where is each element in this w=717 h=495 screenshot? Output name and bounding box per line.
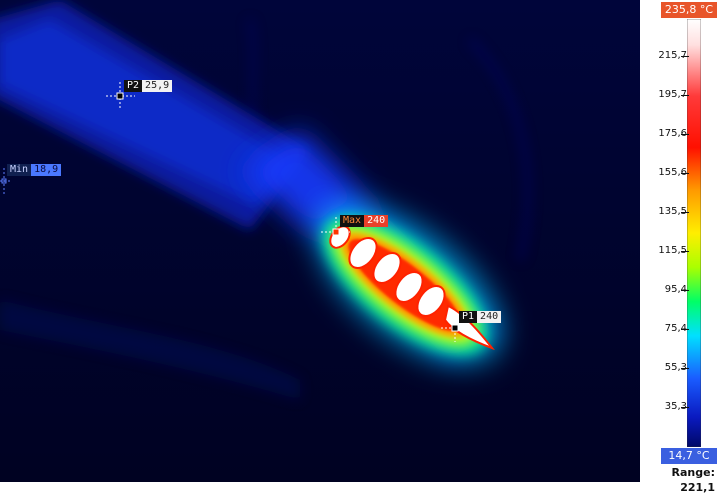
scale-tick-label: 95,4 — [640, 284, 689, 296]
scale-tick-label: 175,6 — [640, 128, 689, 140]
scale-tick-text: 135,5 — [658, 206, 687, 217]
scale-tick-mark — [681, 173, 689, 174]
p1-value: 240 — [477, 311, 502, 323]
min-name: Min — [7, 164, 32, 176]
max-label: Max 240 — [340, 215, 389, 227]
max-name: Max — [340, 215, 365, 227]
scale-max-label: 235,8 °C — [661, 2, 717, 18]
p2-value: 25,9 — [142, 80, 173, 92]
scale-tick-mark — [681, 134, 689, 135]
color-gradient-bar — [687, 19, 701, 447]
scale-tick-label: 195,7 — [640, 89, 689, 101]
thermal-image — [0, 0, 640, 482]
scale-min-label: 14,7 °C — [661, 448, 717, 464]
scale-tick-mark — [681, 407, 689, 408]
scale-tick-text: 95,4 — [664, 284, 687, 295]
scale-tick-text: 55,3 — [664, 362, 687, 373]
min-label: Min 18,9 — [7, 164, 62, 176]
scale-tick-mark — [681, 329, 689, 330]
max-crosshair — [321, 217, 350, 248]
scale-tick-mark — [681, 95, 689, 96]
scale-tick-text: 155,6 — [658, 167, 687, 178]
scale-tick-mark — [681, 368, 689, 369]
p2-crosshair — [106, 82, 135, 110]
scale-tick-text: 175,6 — [658, 128, 687, 139]
scale-tick-text: 75,4 — [664, 323, 687, 334]
scale-tick-text: 215,7 — [658, 50, 687, 61]
p2-name: P2 — [124, 80, 143, 92]
scale-tick-mark — [681, 212, 689, 213]
min-value: 18,9 — [31, 164, 62, 176]
scale-tick-text: 115,5 — [658, 245, 687, 256]
p1-name: P1 — [459, 311, 478, 323]
scale-tick-text: 35,3 — [664, 401, 687, 412]
scale-tick-label: 135,5 — [640, 206, 689, 218]
scale-tick-mark — [681, 251, 689, 252]
scale-tick-mark — [681, 290, 689, 291]
p1-crosshair — [441, 313, 470, 342]
scale-tick-label: 155,6 — [640, 167, 689, 179]
scale-tick-label: 215,7 — [640, 50, 689, 62]
p2-label: P2 25,9 — [124, 80, 173, 92]
scale-tick-label: 75,4 — [640, 323, 689, 335]
scale-tick-label: 115,5 — [640, 245, 689, 257]
scale-tick-text: 195,7 — [658, 89, 687, 100]
scale-tick-label: 35,3 — [640, 401, 689, 413]
p1-label: P1 240 — [459, 311, 502, 323]
max-value: 240 — [364, 215, 389, 227]
scale-tick-label: 55,3 — [640, 362, 689, 374]
scale-tick-mark — [681, 56, 689, 57]
min-crosshair — [0, 168, 10, 194]
temperature-scale: 235,8 °C 215,7 195,7 175,6 155,6 135,5 115,5 9… — [640, 0, 717, 494]
range-label: Range: 221,1 — [671, 466, 715, 494]
